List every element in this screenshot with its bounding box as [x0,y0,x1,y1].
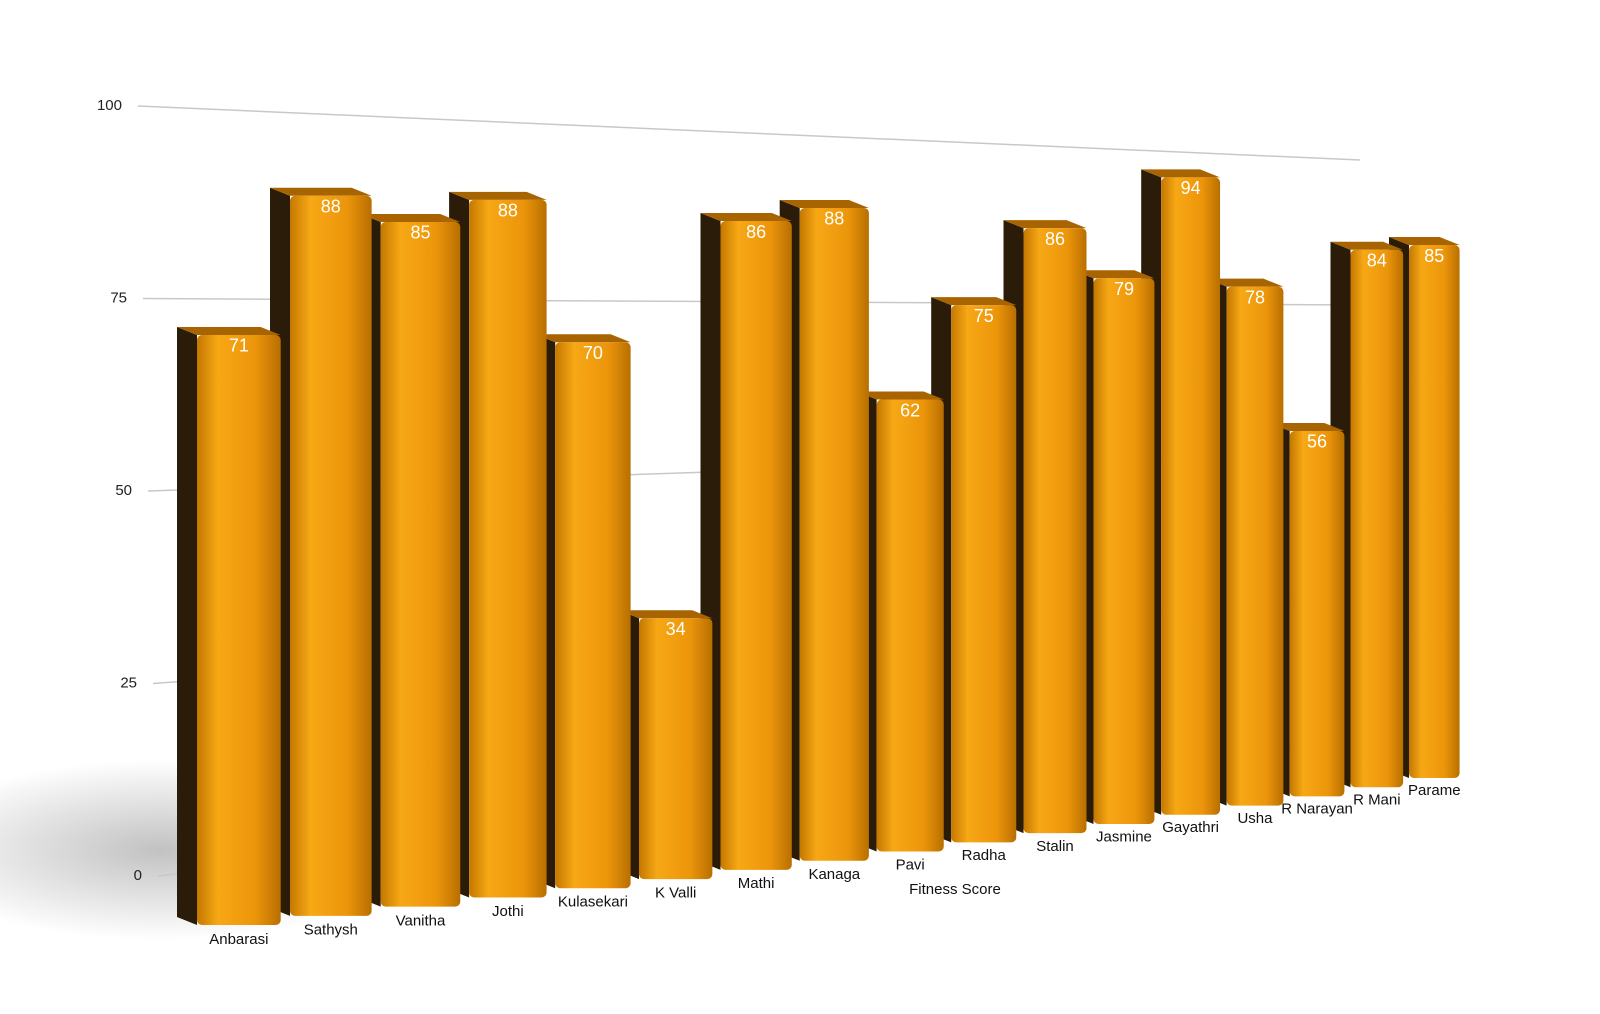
bar [1350,249,1404,788]
bar-group: 86 Mathi [700,213,792,892]
bar-top [1330,241,1404,250]
x-tick-label: R Mani [1353,791,1401,808]
bar-top [360,213,461,222]
x-tick-label: Usha [1237,810,1273,827]
bar-group: 71 Anbarasi [177,326,281,948]
bar-top [270,187,372,196]
value-label: 79 [1114,279,1134,299]
bar-top [1073,270,1155,279]
x-tick-label: R Narayan [1281,801,1353,818]
bar [1289,430,1345,797]
value-label: 86 [1045,229,1065,249]
bar-group: 88 Jothi [449,191,547,920]
bar [380,221,461,907]
value-label: 86 [746,222,766,242]
x-tick-label: Radha [962,847,1007,864]
bars: 85 Parame 84 R Mani 56 R Narayan 78 Usha 94 Gayat… [177,169,1461,948]
bar [1023,228,1087,834]
x-tick-label: Kanaga [808,866,860,883]
bar-group: 34 K Valli [619,610,713,901]
value-label: 85 [410,223,430,243]
bar [290,195,372,916]
value-label: 75 [974,306,994,326]
bar-top [856,391,944,400]
bar-top [535,334,631,343]
bar-top [1206,278,1284,287]
y-tick-label: 0 [134,867,142,884]
bar-top [700,213,792,222]
bar-group: 88 Kanaga [779,199,869,883]
y-tick-label: 50 [115,482,132,499]
bar [639,618,713,880]
bar [876,399,944,852]
bar [469,199,547,898]
value-label: 34 [666,619,686,639]
bar-group: 88 Sathysh [270,187,372,939]
bar-group: 85 Vanitha [360,213,461,929]
value-label: 56 [1307,432,1327,452]
value-label: 78 [1245,287,1265,307]
bar [1161,177,1221,815]
bar-group: 62 Pavi [856,391,944,873]
axis-title: Fitness Score [909,881,1001,898]
x-tick-label: Anbarasi [209,931,268,948]
x-tick-label: Jasmine [1096,829,1152,846]
x-tick-label: Mathi [738,875,775,892]
value-label: 88 [321,197,341,217]
bar-top [1141,169,1221,178]
bar [197,334,281,925]
bar [1093,278,1155,824]
x-tick-label: Kulasekari [558,894,628,911]
x-tick-label: Stalin [1036,838,1074,855]
bar [720,221,792,870]
bar [555,342,631,889]
bar [1226,286,1284,806]
bar [951,305,1017,843]
x-tick-label: Parame [1408,782,1461,799]
x-tick-label: Gayathri [1162,819,1219,836]
bar-top [619,610,713,619]
x-tick-label: Sathysh [304,922,358,939]
bar-top [177,326,281,335]
y-tick-label: 25 [120,674,137,691]
bar-top [1269,422,1345,431]
grid-line [137,105,1361,161]
x-tick-label: Jothi [492,903,524,920]
value-label: 84 [1367,251,1387,271]
value-label: 62 [900,400,920,420]
bar-group: 70 Kulasekari [535,334,631,911]
bar-group: 75 Radha [931,297,1017,864]
value-label: 70 [583,343,603,363]
y-tick-label: 100 [97,97,122,114]
value-label: 88 [824,209,844,229]
value-label: 71 [229,336,249,356]
bar-top [449,191,547,200]
bar-side [177,326,197,925]
value-label: 94 [1181,178,1201,198]
x-tick-label: K Valli [655,884,696,901]
x-tick-label: Pavi [896,856,925,873]
x-tick-label: Vanitha [396,912,446,929]
bar-top [1003,220,1087,229]
value-label: 85 [1424,246,1444,266]
bar-top [1389,237,1460,246]
bar [799,207,869,861]
bar [1409,245,1460,779]
y-tick-label: 75 [110,289,127,306]
bar-top [779,199,869,208]
value-label: 88 [498,201,518,221]
bar-top [931,297,1017,306]
